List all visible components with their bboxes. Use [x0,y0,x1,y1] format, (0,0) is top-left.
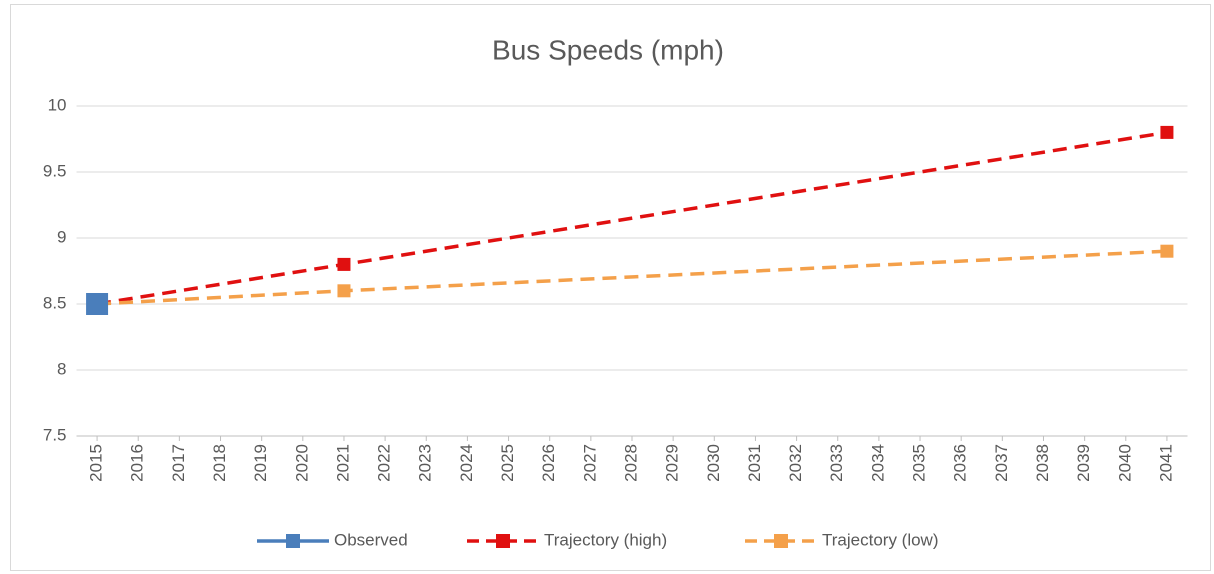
x-tick-label: 2029 [663,444,682,482]
legend-label: Trajectory (low) [822,530,939,549]
marker [337,284,351,298]
x-tick-label: 2035 [910,444,929,482]
marker [1160,125,1174,139]
x-tick-label: 2040 [1115,444,1134,482]
x-tick-label: 2015 [87,444,106,482]
x-tick-label: 2034 [868,444,887,482]
marker [1160,244,1174,258]
x-tick-label: 2025 [498,444,517,482]
x-tick-label: 2017 [169,444,188,482]
marker [86,293,109,315]
x-tick-label: 2030 [704,444,723,482]
x-tick-label: 2022 [375,444,394,482]
legend-marker [286,534,300,548]
x-tick-label: 2021 [333,444,352,482]
x-tick-label: 2033 [827,444,846,482]
marker [337,257,351,271]
x-tick-label: 2028 [621,444,640,482]
legend-label: Observed [334,530,408,549]
y-tick-label: 8 [57,359,66,378]
chart-title: Bus Speeds (mph) [492,34,724,65]
y-tick-label: 9.5 [43,161,67,180]
x-tick-label: 2024 [457,444,476,482]
x-tick-label: 2038 [1033,444,1052,482]
x-tick-label: 2041 [1156,444,1175,482]
y-tick-label: 7.5 [43,425,67,444]
x-tick-label: 2032 [786,444,805,482]
x-tick-label: 2027 [580,444,599,482]
legend-label: Trajectory (high) [544,530,667,549]
legend-marker [496,534,510,548]
legend-marker [774,534,788,548]
x-tick-label: 2016 [128,444,147,482]
y-tick-label: 10 [48,95,67,114]
x-tick-label: 2036 [951,444,970,482]
x-tick-label: 2018 [210,444,229,482]
x-tick-label: 2031 [745,444,764,482]
x-tick-label: 2020 [292,444,311,482]
x-tick-label: 2023 [416,444,435,482]
x-tick-label: 2039 [1074,444,1093,482]
x-tick-label: 2026 [539,444,558,482]
y-tick-label: 8.5 [43,293,67,312]
y-tick-label: 9 [57,227,66,246]
x-tick-label: 2019 [251,444,270,482]
x-tick-label: 2037 [992,444,1011,482]
